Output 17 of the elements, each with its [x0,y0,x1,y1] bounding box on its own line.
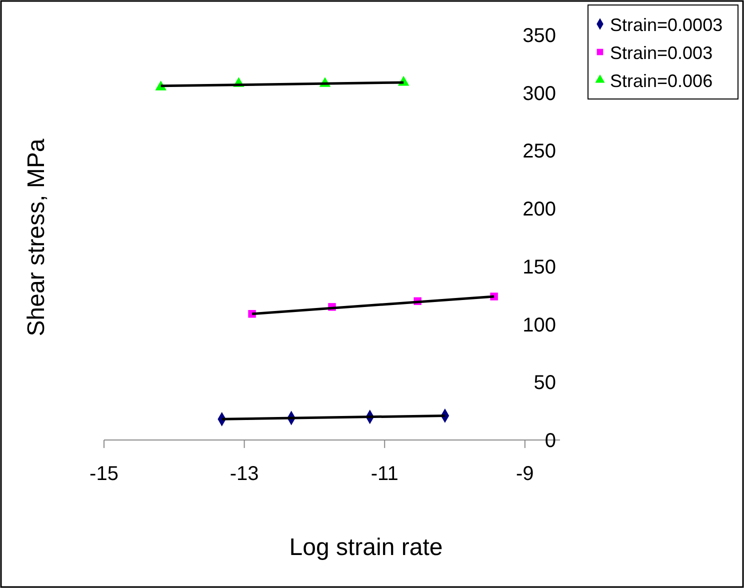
y-axis-title: Shear stress, MPa [23,138,50,336]
x-tick-label: -11 [370,463,398,485]
x-axis-title: Log strain rate [289,534,443,561]
y-tick-label: 150 [522,256,556,278]
y-tick-label: 50 [534,372,556,394]
x-tick-label: -13 [230,463,259,485]
y-tick-label: 200 [522,198,556,221]
y-tick-label: 350 [522,25,556,47]
legend-label: Strain=0.003 [610,43,713,63]
x-tick-label: -15 [90,463,118,485]
legend-label: Strain=0.0003 [610,15,723,35]
y-tick-label: 100 [522,314,556,336]
y-tick-label: 300 [522,82,556,105]
y-tick-label: 0 [544,430,556,452]
y-tick-label: 250 [522,140,556,163]
legend-label: Strain=0.006 [610,71,713,91]
x-tick-label: -9 [516,463,534,485]
